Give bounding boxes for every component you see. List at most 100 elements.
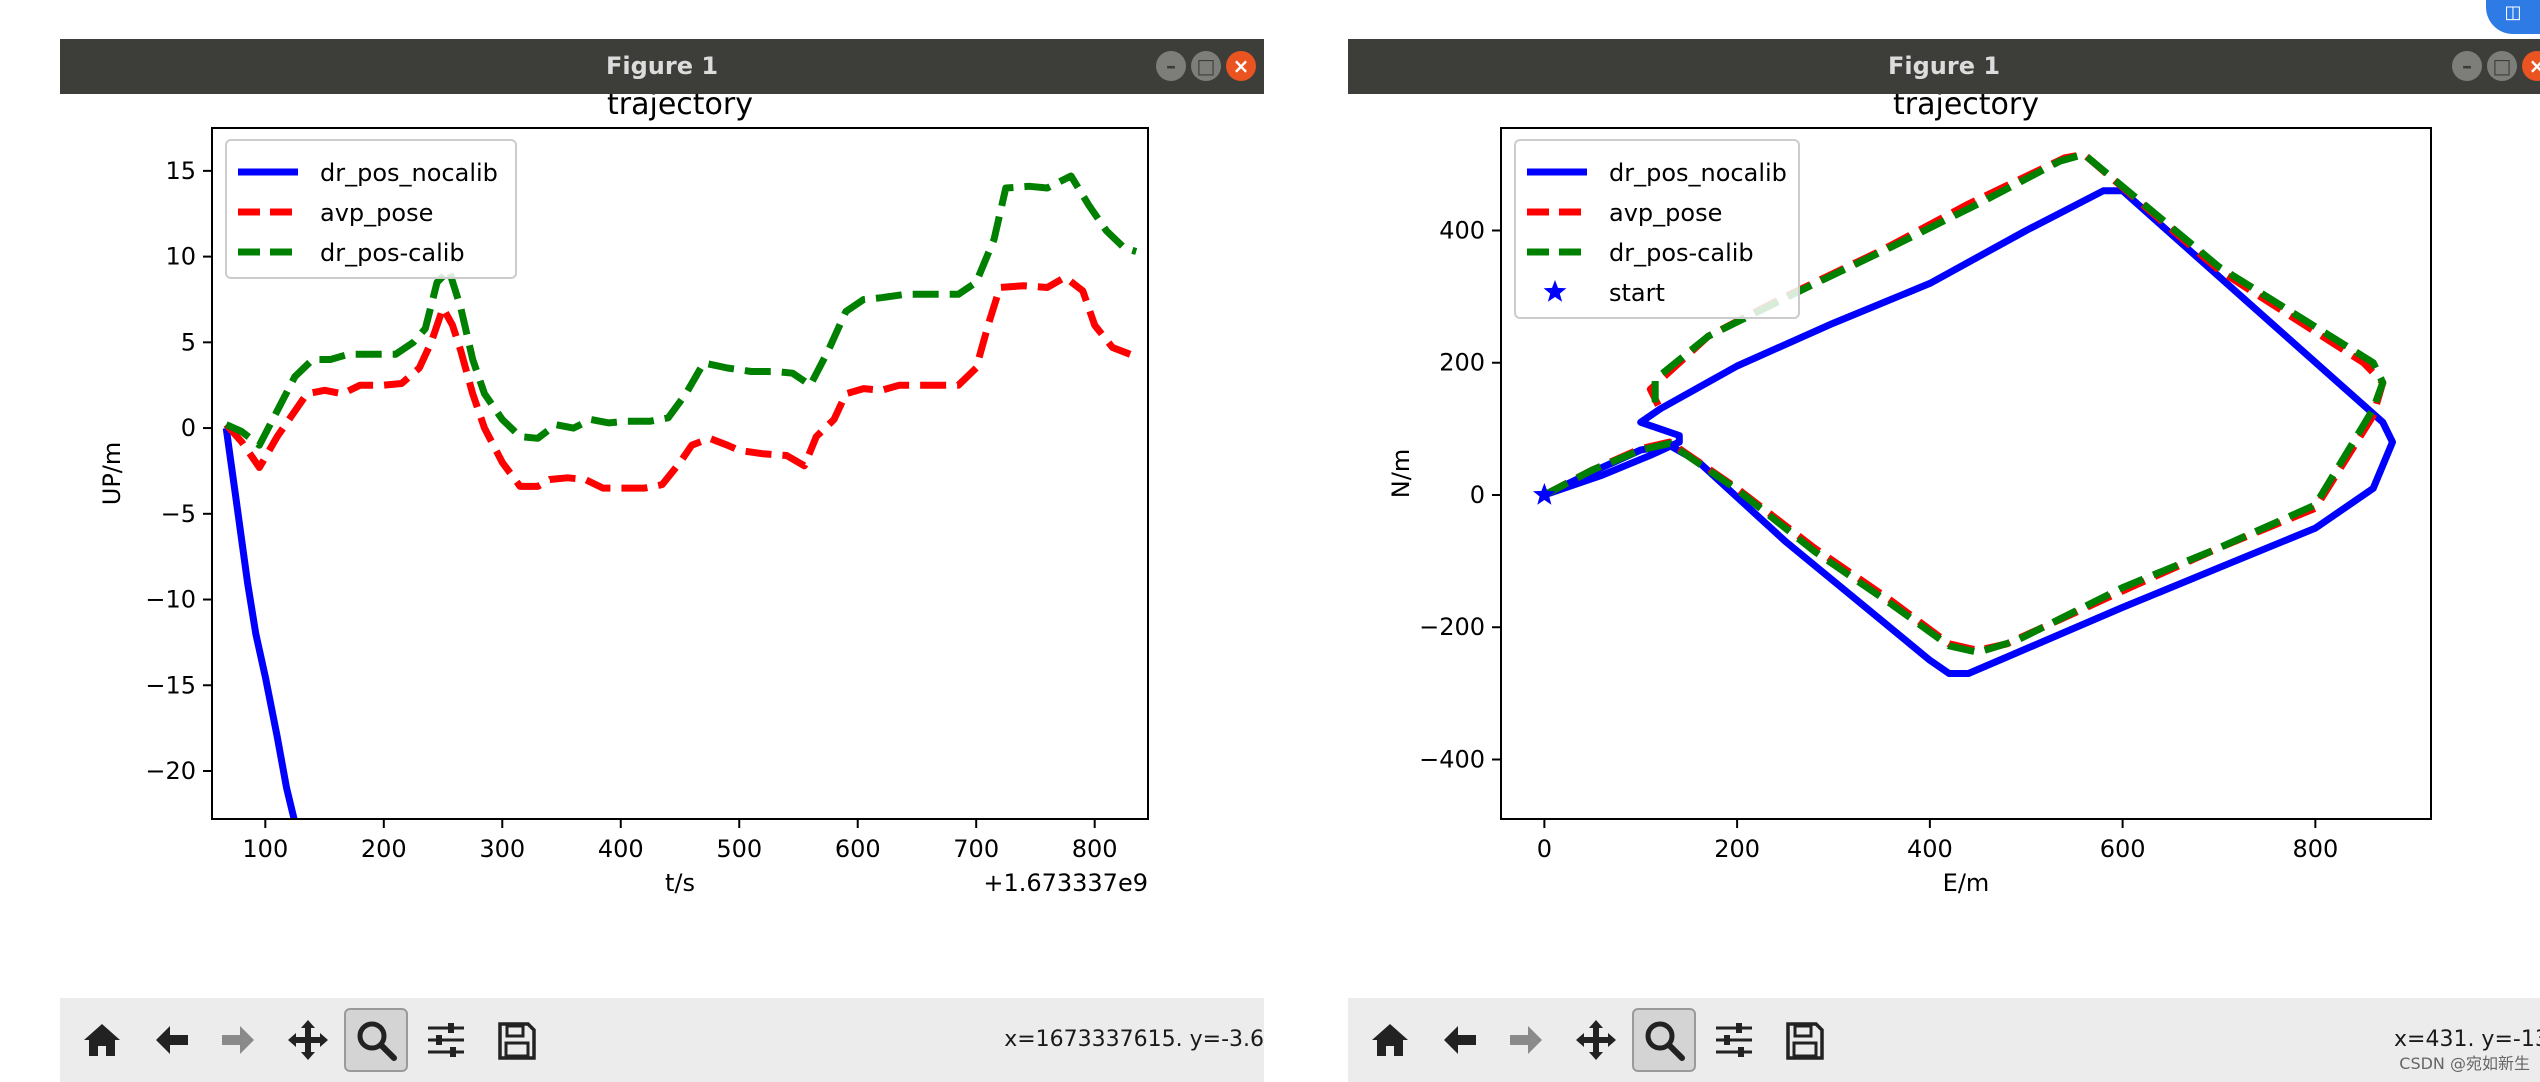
save-icon [1786,1022,1824,1060]
y-tick-label: −400 [1419,745,1485,773]
y-tick-label: 200 [1439,349,1485,377]
legend-label-dr_pos-calib: dr_pos-calib [1609,239,1754,267]
forward-icon [222,1026,254,1054]
subplots-icon [428,1023,464,1057]
pan-button[interactable] [276,1008,340,1072]
save-button[interactable] [484,1008,548,1072]
legend-label-dr_pos_nocalib: dr_pos_nocalib [320,159,498,187]
axes-frame [211,127,1149,820]
plot-area: 0 200 400 600 800 400 200 0 −200 −400 trajectory E/… [1348,87,2540,998]
legend-label-dr_pos_nocalib: dr_pos_nocalib [1609,159,1787,187]
legend-label-dr_pos-calib: dr_pos-calib [320,239,465,267]
figure-window-1: Figure 1 – □ × 100 200 300 400 500 600 700 800 1… [60,0,1264,1082]
x-tick-label: 600 [2100,835,2146,863]
legend-label-start: start [1609,279,1665,307]
subplots-icon [1716,1023,1752,1057]
y-tick-label: 10 [165,243,196,271]
x-axis-label: t/s [665,869,695,897]
save-icon [498,1022,536,1060]
chart-title: trajectory [1893,94,2039,122]
legend-label-avp_pose: avp_pose [320,199,433,227]
back-icon [1444,1026,1476,1054]
home-icon [84,1024,120,1056]
close-button[interactable]: × [1226,51,1256,81]
maximize-button[interactable]: □ [1191,51,1221,81]
forward-button[interactable] [1494,1008,1558,1072]
credit-watermark: CSDN @宛如新生 [2399,1054,2530,1073]
x-tick-label: 600 [835,835,881,863]
x-tick-label: 400 [1907,835,1953,863]
home-button[interactable] [1358,1008,1422,1072]
chart-title: trajectory [607,94,753,122]
zoom-button[interactable] [1632,1008,1696,1072]
legend-box [1514,139,1800,319]
coordinate-readout: x=431. y=-135 [2394,1027,2540,1052]
series-line-dr_pos-calib [224,172,1138,449]
y-axis-label: N/m [1387,449,1415,498]
series-line-dr_pos-calib [1542,150,2387,656]
y-axis-label: UP/m [98,442,126,506]
y-tick-label: −20 [145,757,196,785]
y-tick-label: −15 [145,671,196,699]
window-title: Figure 1 [1887,52,2001,80]
legend-label-avp_pose: avp_pose [1609,199,1722,227]
trajectory-chart-map: 0 200 400 600 800 400 200 0 −200 −400 trajectory E/… [1387,87,2432,897]
forward-button[interactable] [206,1008,270,1072]
x-tick-label: 100 [242,835,288,863]
x-tick-label: 800 [2292,835,2338,863]
window-title: Figure 1 [605,52,719,80]
legend-box [225,139,517,279]
pan-button[interactable] [1564,1008,1628,1072]
y-tick-label: −200 [1419,613,1485,641]
zoom-button[interactable] [344,1008,408,1072]
x-tick-label: 200 [1714,835,1760,863]
minimize-button[interactable]: – [1156,51,1186,81]
y-tick-label: −10 [145,586,196,614]
y-tick-label: 0 [1470,481,1485,509]
x-tick-label: 200 [361,835,407,863]
maximize-button[interactable]: □ [2487,51,2517,81]
y-tick-label: 0 [181,414,196,442]
x-tick-label: 400 [598,835,644,863]
figure-window-2: Figure 1 – □ × 0 200 400 600 800 400 200 0 −200 −… [1348,0,2540,1082]
start-marker [1533,483,1556,505]
x-offset-label: +1.673337e9 [983,869,1148,897]
series-group [1533,150,2396,677]
subplots-button[interactable] [414,1008,478,1072]
back-icon [156,1026,188,1054]
y-tick-label: −5 [161,500,196,528]
figure-toolbar: x=431. y=-135 [1348,998,2540,1082]
coordinate-readout: x=1673337615. y=-3.6 [1004,1027,1264,1052]
pan-icon [1576,1020,1616,1060]
home-button[interactable] [70,1008,134,1072]
close-button[interactable]: × [2522,51,2540,81]
back-button[interactable] [1428,1008,1492,1072]
y-tick-label: 400 [1439,216,1485,244]
forward-icon [1510,1026,1542,1054]
subplots-button[interactable] [1702,1008,1766,1072]
zoom-icon [1645,1021,1685,1061]
window-titlebar: Figure 1 – □ × [60,39,1264,94]
pan-icon [288,1020,328,1060]
series-line-dr_pos_nocalib [1542,187,2396,677]
minimize-button[interactable]: – [2452,51,2482,81]
series-group [222,172,1138,819]
series-line-avp_pose [223,273,1132,492]
x-tick-label: 700 [953,835,999,863]
y-tick-label: 5 [181,328,196,356]
trajectory-chart-time: 100 200 300 400 500 600 700 800 15 10 5 0 −5 −10 −15 −2… [98,87,1149,897]
series-line-dr_pos_nocalib [222,427,298,819]
save-button[interactable] [1772,1008,1836,1072]
axes-frame [1500,127,2432,820]
plot-area: 100 200 300 400 500 600 700 800 15 10 5 0 −5 −10 −15 −2… [60,87,1264,998]
zoom-icon [357,1021,397,1061]
legend-marker-start [1543,280,1567,302]
x-tick-label: 800 [1072,835,1118,863]
back-button[interactable] [140,1008,204,1072]
x-axis-label: E/m [1943,869,1990,897]
home-icon [1372,1024,1408,1056]
x-tick-label: 0 [1537,835,1552,863]
y-tick-label: 15 [165,157,196,185]
figure-toolbar: x=1673337615. y=-3.6 [60,998,1264,1082]
window-titlebar: Figure 1 – □ × [1348,39,2540,94]
